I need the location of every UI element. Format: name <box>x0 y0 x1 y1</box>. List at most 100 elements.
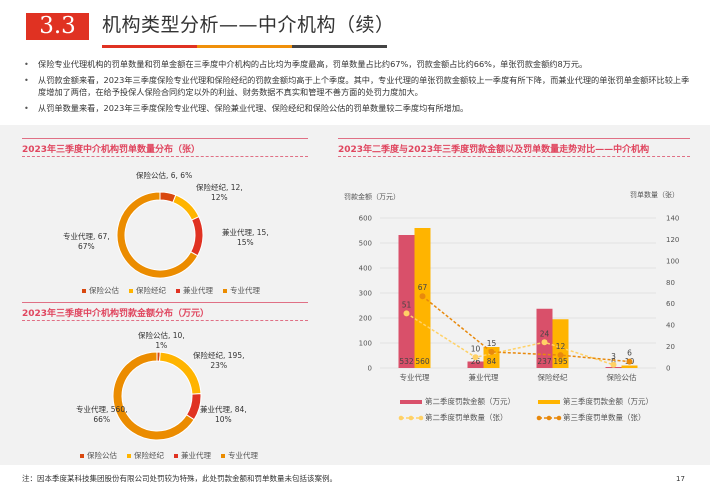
summary-bullets: 保险专业代理机构的罚单数量和罚单金额在三季度中介机构的占比均为季度最高，罚单数量… <box>22 58 692 118</box>
label-value: 67 <box>97 232 108 241</box>
donut2-label-gongu: 保险公估, 10, 1% <box>138 331 185 350</box>
line-point <box>541 339 548 346</box>
panel-title-rule <box>22 156 308 157</box>
line-value-label: 3 <box>611 352 616 361</box>
legend-swatch <box>221 453 225 458</box>
donut2-label-zhuanye: 专业代理, 560, 66% <box>76 405 128 424</box>
count-donut-title: 2023年三季度中介机构罚单数量分布（张） <box>22 145 201 155</box>
legend-item-zhuanye: 专业代理 <box>221 450 258 461</box>
right-axis-tick: 20 <box>666 343 675 351</box>
donut1-label-jingji: 保险经纪, 12, 12% <box>196 183 243 202</box>
left-axis-tick: 100 <box>359 340 372 348</box>
label-value: 12 <box>230 183 241 192</box>
legend-label: 专业代理 <box>230 286 260 295</box>
label-value: 10 <box>172 331 183 340</box>
line-q3-count <box>422 295 630 363</box>
line-point <box>610 361 617 368</box>
label-percent: 1% <box>155 341 168 350</box>
count-donut-legend: 保险公估 保险经纪 兼业代理 专业代理 <box>82 285 260 296</box>
right-axis-tick: 120 <box>666 236 679 244</box>
legend-swatch <box>80 453 84 458</box>
slice-jingji <box>172 194 200 221</box>
legend-item-q2-count: 第二季度罚单数量（张） <box>398 412 508 423</box>
line-value-label: 15 <box>487 339 497 348</box>
amount-donut-chart <box>112 351 202 441</box>
legend-swatch <box>400 399 422 404</box>
panel-top-rule <box>22 138 308 139</box>
right-axis-tick: 140 <box>666 215 679 223</box>
legend-label: 兼业代理 <box>183 286 213 295</box>
label-value: 195 <box>227 351 243 360</box>
label-percent: 12% <box>211 193 228 202</box>
label-percent: 67% <box>78 242 95 251</box>
panel-title-rule <box>22 320 308 321</box>
label-percent: 23% <box>210 361 228 370</box>
page-number: 17 <box>676 475 685 483</box>
category-label: 专业代理 <box>400 372 430 382</box>
bar-q2-amount <box>398 235 415 368</box>
line-point <box>626 358 633 365</box>
legend-item-q3-count: 第三季度罚单数量（张） <box>536 412 646 423</box>
legend-label: 保险公估 <box>87 451 117 460</box>
page-title: 机构类型分析——中介机构（续） <box>102 14 395 36</box>
legend-swatch <box>129 288 133 293</box>
left-axis-tick: 600 <box>359 215 372 223</box>
bar-value-label: 0 <box>611 357 616 366</box>
legend-swatch <box>398 415 424 420</box>
label-name: 保险经纪 <box>196 183 226 192</box>
title-underline-red <box>102 45 197 48</box>
right-axis-tick: 40 <box>666 322 675 330</box>
bar-q2-amount <box>467 361 484 368</box>
legend-item-jianye: 兼业代理 <box>174 450 211 461</box>
line-value-label: 51 <box>402 300 412 309</box>
bar-value-label: 84 <box>487 357 497 366</box>
bar-value-label: 532 <box>399 357 414 366</box>
bullet-item: 从罚单数量来看，2023年三季度保险专业代理、保险兼业代理、保险经纪和保险公估的… <box>22 102 692 114</box>
legend-label: 保险经纪 <box>136 286 166 295</box>
label-percent: 15% <box>237 238 254 247</box>
line-value-label: 6 <box>627 349 632 358</box>
donut2-label-jianye: 兼业代理, 84, 10% <box>200 405 247 424</box>
combo-chart: 0100200300400500600020406080100120140532… <box>359 215 680 383</box>
left-axis-tick: 0 <box>368 365 372 373</box>
legend-label: 第二季度罚单数量（张） <box>425 413 508 422</box>
bar-value-label: 237 <box>537 357 552 366</box>
legend-label: 第三季度罚单数量（张） <box>563 413 646 422</box>
line-value-label: 24 <box>540 329 550 338</box>
slice-zhuanye <box>116 191 199 279</box>
donut1-label-gongu: 保险公估, 6, 6% <box>136 171 193 180</box>
title-underline-dark <box>292 45 387 48</box>
legend-label: 保险经纪 <box>134 451 164 460</box>
right-axis-tick: 60 <box>666 300 675 308</box>
count-donut-chart <box>116 191 204 279</box>
legend-swatch <box>82 288 86 293</box>
category-label: 保险公估 <box>607 372 637 382</box>
legend-item-q3-amount: 第三季度罚款金额（万元） <box>538 396 653 407</box>
slice-zhuanye <box>112 351 195 441</box>
left-axis-title: 罚款金额（万元） <box>344 193 400 201</box>
line-point <box>403 310 410 317</box>
legend-item-jingji: 保险经纪 <box>127 450 164 461</box>
category-label: 兼业代理 <box>469 372 499 382</box>
bar-value-label: 195 <box>553 357 568 366</box>
donut1-label-jianye: 兼业代理, 15, 15% <box>222 228 269 247</box>
label-name: 保险经纪 <box>193 351 223 360</box>
legend-swatch <box>174 453 178 458</box>
donut1-label-zhuanye: 专业代理, 67, 67% <box>63 232 110 251</box>
right-axis-tick: 0 <box>666 365 670 373</box>
footer-note: 注：因本季度某科技集团股份有限公司处罚较为特殊，此处罚款金额和罚单数量未包括该案… <box>22 474 337 483</box>
legend-swatch <box>127 453 131 458</box>
line-point <box>419 293 426 300</box>
line-point <box>472 354 479 361</box>
label-value: 84 <box>234 405 245 414</box>
left-axis-tick: 400 <box>359 265 372 273</box>
label-name: 保险公估 <box>138 331 168 340</box>
panel-top-rule <box>338 138 690 139</box>
bullet-item: 从罚款金额来看，2023年三季度保险专业代理和保险经纪的罚款金额均高于上个季度。… <box>22 74 692 98</box>
category-label: 保险经纪 <box>538 372 568 382</box>
label-name: 专业代理 <box>76 405 106 414</box>
section-number-badge: 3.3 <box>26 13 89 40</box>
legend-swatch <box>538 399 560 404</box>
label-value: 15 <box>256 228 267 237</box>
legend-label: 专业代理 <box>228 451 258 460</box>
